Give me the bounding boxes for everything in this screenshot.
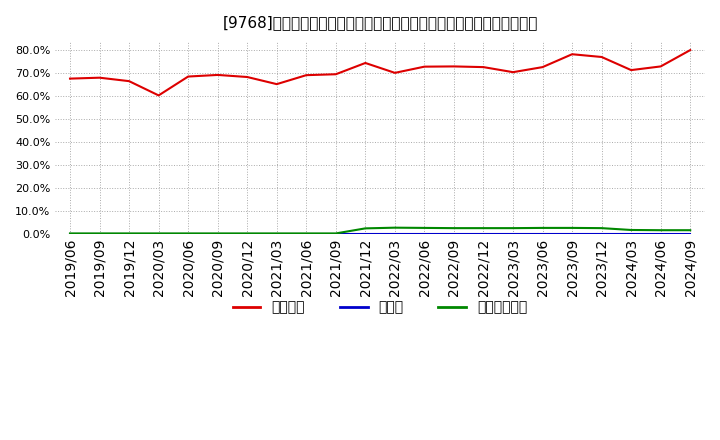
Title: [9768]　自己資本、のれん、繰延税金資産の総資産に対する比率の推移: [9768] 自己資本、のれん、繰延税金資産の総資産に対する比率の推移 bbox=[222, 15, 538, 30]
Legend: 自己資本, のれん, 繰延税金資産: 自己資本, のれん, 繰延税金資産 bbox=[227, 295, 534, 320]
